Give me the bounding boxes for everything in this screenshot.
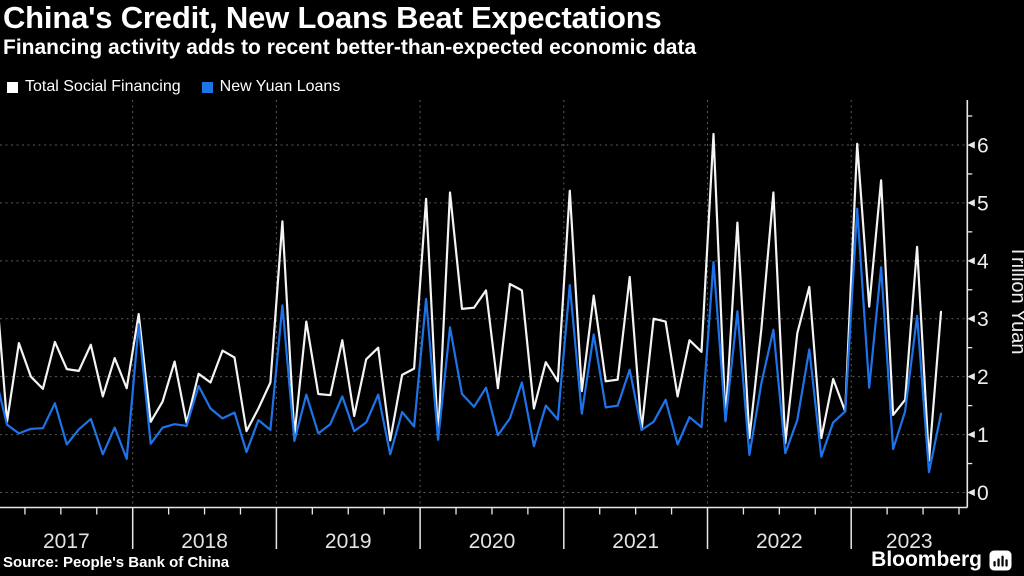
y-tick-label: 5 bbox=[977, 192, 989, 215]
legend-item-new-yuan-loans: New Yuan Loans bbox=[201, 78, 341, 96]
y-tick-label: 6 bbox=[977, 134, 989, 157]
y-tick-label: 3 bbox=[977, 308, 989, 331]
chart-subtitle: Financing activity adds to recent better… bbox=[3, 36, 697, 59]
chart-axes bbox=[0, 100, 975, 549]
y-tick-label: 2 bbox=[977, 366, 989, 389]
bloomberg-logo: Bloomberg bbox=[871, 548, 1012, 572]
bloomberg-wordmark: Bloomberg bbox=[871, 548, 982, 571]
legend-label-total-social-financing: Total Social Financing bbox=[25, 78, 181, 95]
chart-title: China's Credit, New Loans Beat Expectati… bbox=[3, 0, 662, 35]
source-note: Source: People's Bank of China bbox=[3, 554, 230, 571]
chart-gridlines bbox=[0, 100, 968, 508]
x-tick-label: 2019 bbox=[325, 530, 372, 553]
x-tick-label: 2020 bbox=[469, 530, 516, 553]
chart-legend: Total Social Financing New Yuan Loans bbox=[7, 78, 340, 96]
x-tick-label: 2021 bbox=[612, 530, 659, 553]
x-tick-label: 2018 bbox=[181, 530, 228, 553]
series-line-total-social-financing bbox=[0, 132, 943, 462]
legend-swatch-blue-icon bbox=[201, 81, 213, 93]
legend-swatch-white-icon bbox=[7, 81, 18, 93]
y-axis-title: Trillion Yuan bbox=[1007, 246, 1024, 355]
x-tick-label: 2022 bbox=[756, 530, 803, 553]
bloomberg-chart-icon bbox=[989, 550, 1012, 570]
legend-label-new-yuan-loans: New Yuan Loans bbox=[219, 78, 341, 95]
chart-axis-labels: 0 1 2 3 4 5 6 2017 2018 2019 2020 2021 2022 2023 Trill… bbox=[43, 134, 1024, 553]
y-tick-label: 0 bbox=[977, 482, 989, 505]
y-tick-label: 1 bbox=[977, 424, 989, 447]
chart-series-lines bbox=[0, 132, 943, 474]
x-tick-label: 2023 bbox=[886, 530, 933, 553]
legend-item-total-social-financing: Total Social Financing bbox=[7, 78, 181, 96]
y-tick-label: 4 bbox=[977, 250, 989, 273]
series-line-new-yuan-loans bbox=[0, 207, 943, 474]
x-tick-label: 2017 bbox=[43, 530, 90, 553]
